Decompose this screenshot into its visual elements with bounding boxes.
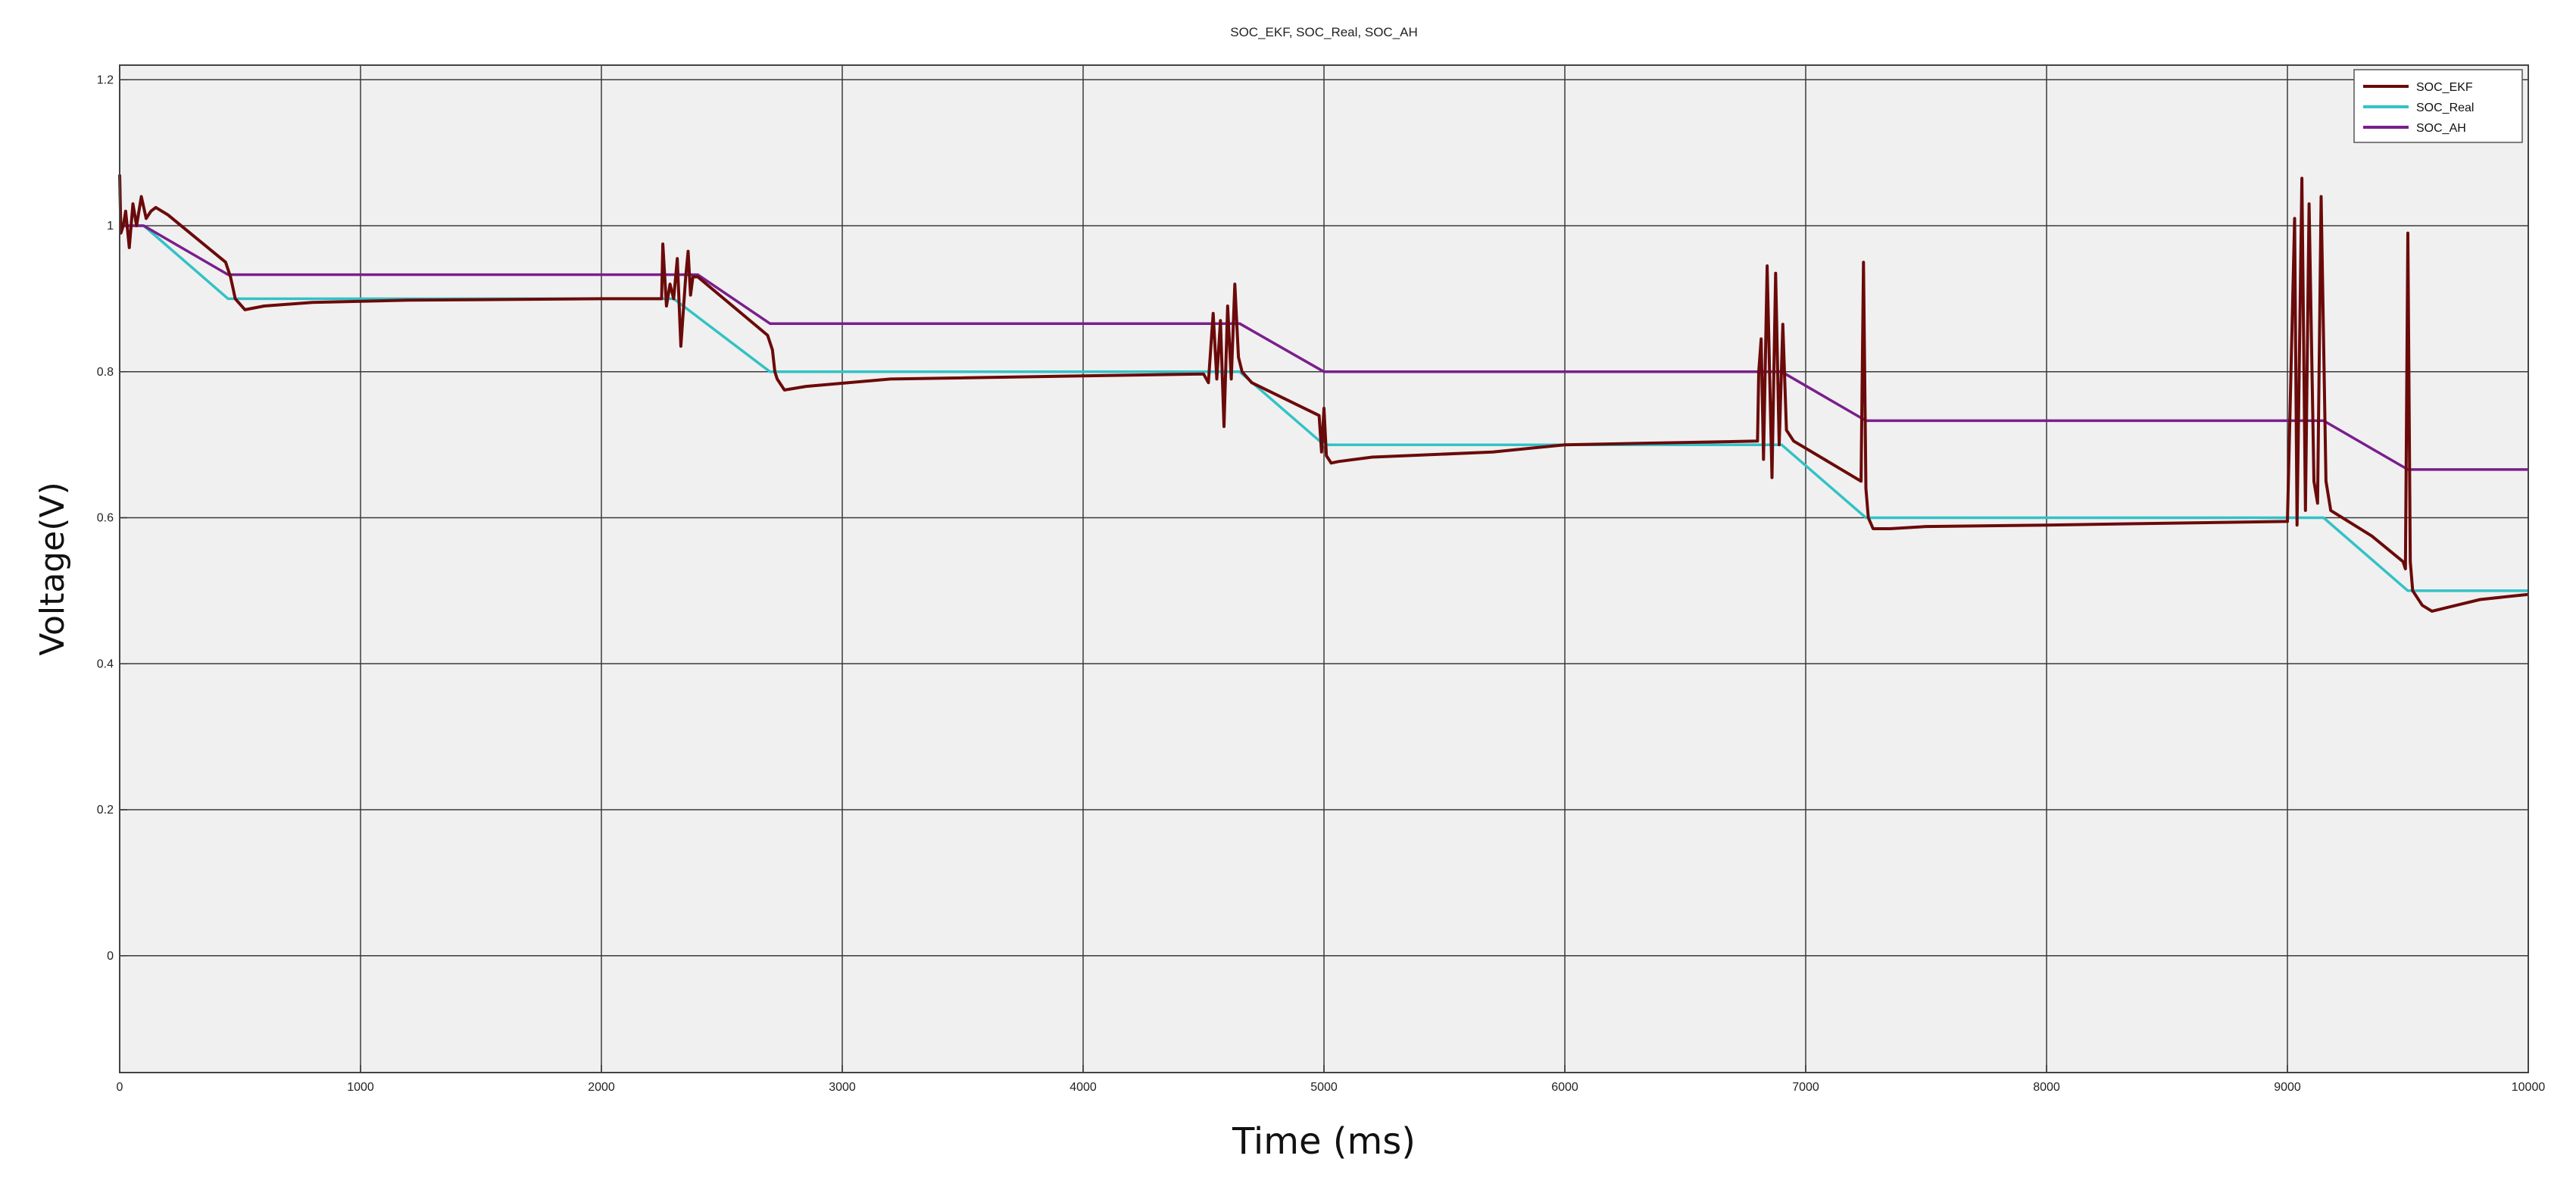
y-tick-label: 0.2 (97, 804, 114, 817)
y-tick-label: 1 (107, 220, 114, 233)
x-tick-label: 0 (117, 1081, 123, 1094)
x-tick-label: 3000 (829, 1081, 856, 1094)
y-tick-label: 0 (107, 950, 114, 963)
legend: SOC_EKF SOC_Real SOC_AH (2353, 69, 2523, 143)
x-tick-label: 7000 (1792, 1081, 1819, 1094)
legend-label: SOC_Real (2416, 101, 2474, 114)
x-axis-title: Time (ms) (1232, 1120, 1416, 1163)
y-tick-label: 0.4 (97, 657, 114, 670)
x-tick-label: 6000 (1551, 1081, 1578, 1094)
legend-label: SOC_EKF (2416, 81, 2473, 94)
plot-frame (119, 64, 2529, 1073)
y-tick-label: 1.2 (97, 73, 114, 86)
series-lines (118, 174, 2529, 613)
x-tick-label: 4000 (1069, 1081, 1097, 1094)
legend-label: SOC_AH (2416, 122, 2466, 135)
x-tick-label: 1000 (347, 1081, 374, 1094)
x-tick-label: 2000 (588, 1081, 615, 1094)
y-tick-label: 0.8 (97, 366, 114, 379)
x-tick-label: 9000 (2274, 1081, 2301, 1094)
grid (120, 65, 2528, 1073)
x-tick-label: 8000 (2033, 1081, 2060, 1094)
chart-title: SOC_EKF, SOC_Real, SOC_AH (1230, 25, 1418, 39)
y-tick-label: 0.6 (97, 512, 114, 525)
x-tick-label: 10000 (2512, 1081, 2546, 1094)
x-tick-label: 5000 (1310, 1081, 1338, 1094)
y-axis-title: Voltage(V) (33, 482, 72, 655)
series-line-soc-ekf (118, 174, 2529, 613)
